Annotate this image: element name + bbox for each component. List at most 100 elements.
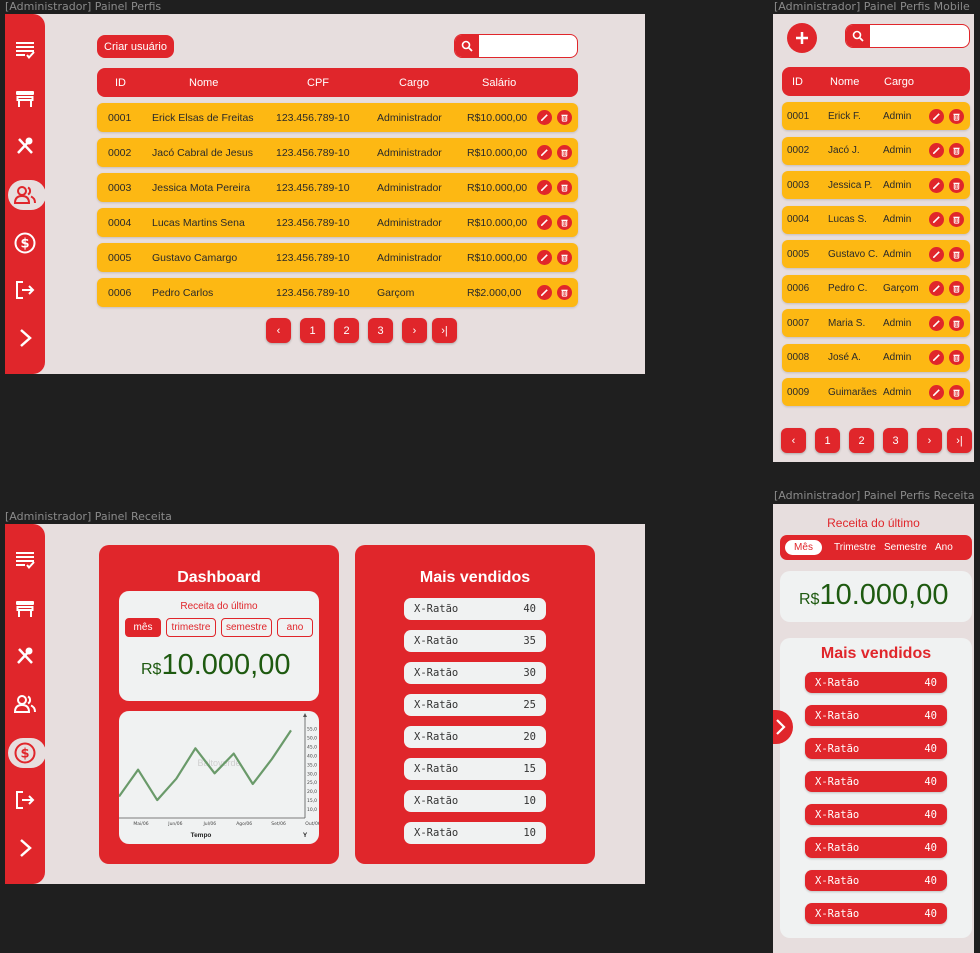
page-prev-button[interactable]: ‹ — [781, 428, 806, 453]
edit-button[interactable] — [537, 110, 552, 125]
search-input[interactable] — [481, 35, 577, 57]
cell-cargo: Garçom — [883, 283, 919, 294]
users-icon[interactable] — [13, 692, 37, 716]
add-user-button[interactable] — [787, 23, 817, 53]
delete-button[interactable] — [949, 384, 964, 400]
edit-button[interactable] — [537, 250, 552, 265]
period-trimestre[interactable]: trimestre — [166, 618, 216, 637]
mobile-period-trimestre[interactable]: Trimestre — [834, 542, 876, 553]
stall-icon[interactable] — [13, 86, 37, 110]
item-name: X-Ratão — [414, 827, 459, 839]
delete-button[interactable] — [557, 145, 572, 160]
mobile-period-ano[interactable]: Ano — [935, 542, 953, 553]
trash-icon — [560, 110, 569, 125]
delete-button[interactable] — [949, 108, 964, 124]
delete-button[interactable] — [949, 315, 964, 331]
page-2-button[interactable]: 2 — [334, 318, 359, 343]
chevron-right-icon[interactable] — [13, 326, 37, 350]
page-3-button[interactable]: 3 — [368, 318, 393, 343]
period-ano[interactable]: ano — [277, 618, 313, 637]
mobile-mais-vendidos-card: Mais vendidos X-Ratão 40 X-Ratão 40 X-Ratão 4… — [780, 638, 972, 938]
edit-button[interactable] — [537, 180, 552, 195]
pencil-icon — [932, 178, 941, 193]
cell-id: 0001 — [787, 110, 810, 122]
y-tick-label: 30,0 — [307, 771, 317, 777]
delete-button[interactable] — [949, 350, 964, 365]
delete-button[interactable] — [557, 285, 572, 300]
delete-button[interactable] — [949, 212, 964, 227]
pencil-icon — [932, 109, 941, 124]
delete-button[interactable] — [949, 281, 964, 296]
chevron-right-icon[interactable] — [13, 836, 37, 860]
pencil-icon — [540, 285, 549, 300]
edit-button[interactable] — [929, 350, 944, 365]
delete-button[interactable] — [557, 180, 572, 195]
dollar-icon[interactable]: $ — [13, 231, 37, 255]
delete-button[interactable] — [949, 177, 964, 193]
cell-cpf: 123.456.789-10 — [276, 146, 350, 159]
edit-button[interactable] — [929, 177, 944, 193]
page-last-button[interactable]: ›| — [432, 318, 457, 343]
stall-icon[interactable] — [13, 596, 37, 620]
mobile-period-semestre[interactable]: Semestre — [884, 542, 927, 553]
mobile-sidebar-toggle[interactable] — [773, 710, 793, 744]
delete-button[interactable] — [949, 246, 964, 262]
users-icon[interactable] — [13, 183, 37, 207]
edit-button[interactable] — [929, 315, 944, 331]
page-next-button[interactable]: › — [402, 318, 427, 343]
currency-symbol: R$ — [799, 591, 820, 608]
create-user-button[interactable]: Criar usuário — [97, 35, 174, 58]
mobile-revenue-card: R$10.000,00 — [780, 571, 972, 622]
x-tick-label: Out/06 — [305, 821, 319, 827]
list-check-icon[interactable] — [13, 548, 37, 572]
mobile-search-input[interactable] — [872, 25, 968, 47]
edit-button[interactable] — [929, 384, 944, 400]
item-name: X-Ratão — [414, 795, 459, 807]
logout-icon[interactable] — [13, 788, 37, 812]
logout-icon[interactable] — [13, 278, 37, 302]
cell-cargo: Administrador — [377, 216, 442, 229]
mais-vendidos-title: Mais vendidos — [419, 569, 531, 586]
edit-button[interactable] — [929, 108, 944, 124]
item-qty: 40 — [924, 709, 937, 722]
edit-button[interactable] — [929, 143, 944, 158]
delete-button[interactable] — [949, 143, 964, 158]
edit-button[interactable] — [537, 145, 552, 160]
col-cpf: CPF — [307, 76, 329, 89]
page-prev-button[interactable]: ‹ — [266, 318, 291, 343]
mobile-period-mes[interactable]: Mês — [785, 540, 822, 555]
sidebar-active-pill — [8, 180, 46, 210]
table-row: 0008 José A. Admin — [782, 343, 970, 372]
edit-button[interactable] — [929, 281, 944, 296]
item-name: X-Ratão — [815, 742, 860, 755]
delete-button[interactable] — [557, 215, 572, 230]
pencil-icon — [932, 316, 941, 331]
mobile-search-button[interactable] — [846, 25, 870, 47]
utensils-icon[interactable] — [13, 644, 37, 668]
page-2-button[interactable]: 2 — [849, 428, 874, 453]
page-3-button[interactable]: 3 — [883, 428, 908, 453]
col-cargo: Cargo — [884, 75, 914, 88]
pencil-icon — [540, 145, 549, 160]
page-next-button[interactable]: › — [917, 428, 942, 453]
period-mes[interactable]: mês — [125, 618, 161, 637]
page-1-button[interactable]: 1 — [300, 318, 325, 343]
page-last-button[interactable]: ›| — [947, 428, 972, 453]
list-item: X-Ratão 40 — [805, 804, 947, 825]
trash-icon — [952, 212, 961, 227]
item-qty: 10 — [523, 795, 536, 807]
edit-button[interactable] — [929, 246, 944, 262]
page-1-button[interactable]: 1 — [815, 428, 840, 453]
delete-button[interactable] — [557, 110, 572, 125]
search-button[interactable] — [455, 35, 479, 57]
edit-button[interactable] — [537, 285, 552, 300]
edit-button[interactable] — [537, 215, 552, 230]
edit-button[interactable] — [929, 212, 944, 227]
list-check-icon[interactable] — [13, 38, 37, 62]
utensils-icon[interactable] — [13, 134, 37, 158]
cell-id: 0009 — [787, 386, 810, 398]
period-semestre[interactable]: semestre — [221, 618, 272, 637]
pencil-icon — [540, 215, 549, 230]
delete-button[interactable] — [557, 250, 572, 265]
dollar-icon[interactable]: $ — [13, 741, 37, 765]
